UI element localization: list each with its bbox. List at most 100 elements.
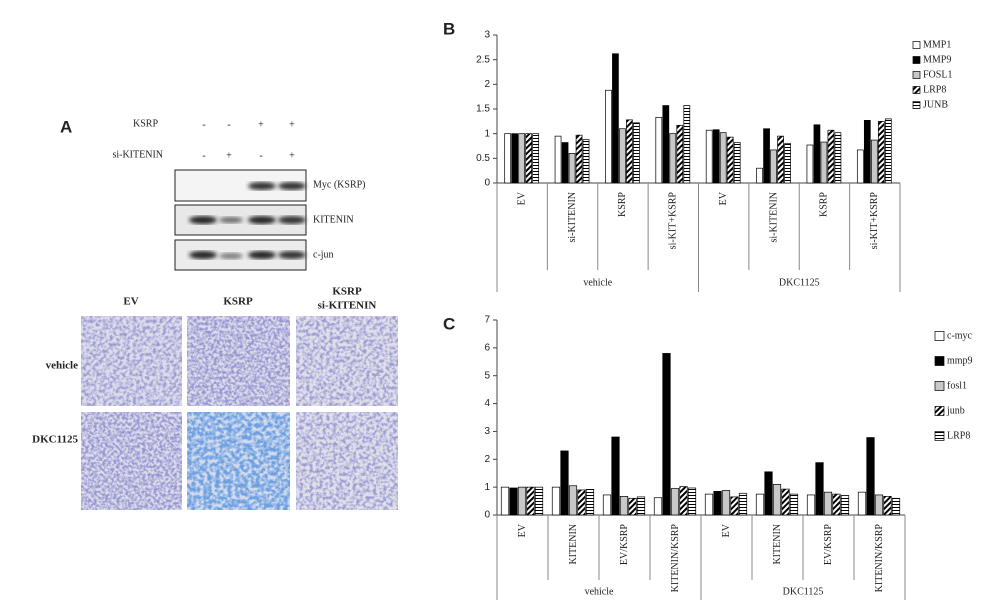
bar [726,136,734,184]
bar [777,135,784,184]
bar [756,167,763,184]
micrographs [81,316,398,510]
blot-label: Myc (KSRP) [313,179,366,190]
bar [789,493,799,516]
bar [612,53,619,184]
y-tick-label: 5 [484,370,490,381]
bar [856,149,864,184]
legend-swatch [912,41,921,49]
x-tick-label: KITENIN [568,524,579,565]
legend-label: c-myc [947,330,973,341]
sign: + [258,119,264,130]
bar [712,129,720,184]
row-label: DKC1125 [32,434,78,446]
treatment-label: si-KITENIN [112,149,163,160]
bar [806,144,814,184]
bar [764,471,773,516]
bar [857,491,867,516]
bar [551,486,561,516]
bar [636,496,646,516]
bar [619,128,626,184]
x-tick-label: KSRP [617,192,628,217]
bar [763,128,770,184]
blots [174,169,307,271]
bar [532,133,540,184]
legend-label: MMP9 [923,54,951,65]
group-label: DKC1125 [783,586,824,597]
bar [884,118,892,184]
bar [705,129,713,184]
bar [568,485,578,516]
y-tick-label: 0.5 [476,153,490,164]
x-tick-label: EV [718,191,729,205]
bar [517,486,527,516]
sign: - [259,150,262,161]
bar [561,142,569,184]
bar [619,495,629,516]
y-tick-label: 0 [484,510,490,521]
x-tick-label: si-KIT+KSRP [869,192,880,250]
bar [679,486,688,516]
legend-swatch [934,356,945,366]
y-tick-label: 2.5 [476,54,490,65]
row-label: vehicle [46,360,78,372]
bar [653,497,663,516]
bar [602,494,612,516]
bar [870,139,878,184]
legend-swatch [934,406,945,416]
y-tick-label: 0 [484,178,490,189]
y-tick-label: 1.5 [476,104,490,115]
bar [813,124,821,184]
x-tick-label: EV [517,523,528,537]
bar [534,486,544,516]
bar [504,133,512,184]
x-tick-label: KITENIN/KSRP [670,524,681,593]
bar [815,462,824,516]
x-tick-label: si-KIT+KSRP [668,192,679,250]
bar [823,491,833,516]
bar [832,493,841,516]
y-tick-label: 2 [484,454,490,465]
bar [733,142,741,184]
x-tick-label: KITENIN [772,524,783,565]
bar [525,133,533,184]
x-tick-label: si-KITENIN [768,192,779,243]
bar [827,129,835,184]
legend-swatch [934,381,945,391]
bar [730,496,739,516]
bar [626,119,633,184]
bar [669,133,677,184]
bar [526,486,535,516]
bar [577,489,586,516]
bar [676,124,684,184]
bar [585,489,595,516]
bar [883,495,892,516]
legend-swatch [912,56,921,64]
sign: - [202,119,205,130]
panel-label: A [60,117,72,136]
legend-swatch [912,101,921,109]
bar [605,89,612,184]
bar [704,493,714,516]
bar [770,149,777,184]
x-tick-label: KITENIN/KSRP [874,524,885,593]
column-label: si-KITENIN [318,300,377,312]
group-label: vehicle [583,277,612,288]
bar [784,143,791,184]
legend-label: FOSL1 [923,69,952,80]
bar [511,133,519,184]
panel-label: C [443,314,455,333]
bar [755,493,765,516]
legend-label: JUNB [923,99,948,110]
bar [891,497,901,516]
column-label: KSRP [223,296,253,308]
legend-label: mmp9 [947,355,973,366]
panel-label: B [443,19,455,38]
legend-swatch [912,86,921,94]
bar [834,132,842,184]
sign: - [227,119,230,130]
legend-label: MMP1 [923,39,951,50]
bar [518,133,526,184]
bar [655,117,663,184]
bar [628,497,637,516]
